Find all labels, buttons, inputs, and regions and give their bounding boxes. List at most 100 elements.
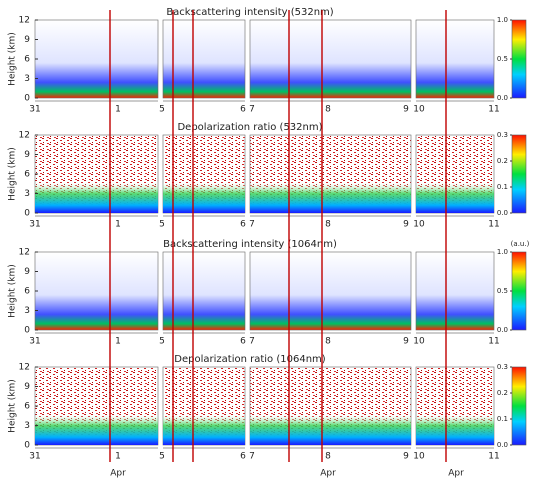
y-tick-label: 9 bbox=[24, 382, 30, 392]
y-tick-label: 0 bbox=[24, 326, 30, 336]
heatmap-lower-layer bbox=[250, 135, 411, 213]
y-tick-label: 12 bbox=[19, 363, 30, 373]
heatmap-panel bbox=[34, 251, 159, 331]
colorbar-tick-label: 0.1 bbox=[497, 183, 508, 191]
x-tick-label: 9 bbox=[403, 337, 409, 347]
x-tick-label: 31 bbox=[29, 220, 40, 230]
colorbar bbox=[511, 251, 527, 331]
heatmap-lower-layer bbox=[416, 367, 494, 445]
heatmap-lower-layer bbox=[416, 135, 494, 213]
x-tick-label: 7 bbox=[249, 220, 255, 230]
y-tick-label: 3 bbox=[24, 421, 30, 431]
y-tick-label: 12 bbox=[19, 16, 30, 26]
y-tick-label: 9 bbox=[24, 267, 30, 277]
y-axis-label: Height (km) bbox=[8, 264, 18, 318]
heatmap-panel bbox=[34, 19, 159, 99]
x-tick-label: 11 bbox=[488, 337, 499, 347]
y-tick-label: 6 bbox=[24, 55, 30, 65]
heatmap-panel bbox=[162, 19, 246, 99]
y-axis-label: Height (km) bbox=[8, 147, 18, 201]
colorbar-tick-label: 0.0 bbox=[497, 94, 508, 102]
colorbar-tick-label: 0.0 bbox=[497, 209, 508, 217]
x-tick-label: 10 bbox=[413, 220, 425, 230]
y-axis-label: Height (km) bbox=[8, 379, 18, 433]
x-tick-label: 1 bbox=[115, 220, 121, 230]
colorbar-tick-label: 1.0 bbox=[497, 248, 508, 256]
heatmap-panel bbox=[249, 251, 412, 331]
x-tick-label: 6 bbox=[240, 452, 246, 462]
x-tick-label: 5 bbox=[159, 452, 165, 462]
heatmap-lower-layer bbox=[163, 367, 245, 445]
colorbar-tick-label: 0.0 bbox=[497, 326, 508, 334]
month-label: Apr bbox=[110, 469, 126, 479]
x-tick-label: 11 bbox=[488, 452, 499, 462]
y-tick-label: 3 bbox=[24, 306, 30, 316]
month-label: Apr bbox=[448, 469, 464, 479]
heatmap-lower-layer bbox=[250, 367, 411, 445]
x-tick-label: 11 bbox=[488, 220, 499, 230]
x-tick-label: 10 bbox=[413, 452, 425, 462]
heatmap-panel bbox=[249, 19, 412, 99]
colorbar-tick-label: 0.3 bbox=[497, 363, 508, 371]
x-tick-label: 9 bbox=[403, 220, 409, 230]
x-tick-label: 10 bbox=[413, 105, 425, 115]
colorbar-tick-label: 1.0 bbox=[497, 16, 508, 24]
colorbar-tick-label: 0.2 bbox=[497, 389, 508, 397]
y-tick-label: 0 bbox=[24, 441, 30, 451]
y-tick-label: 6 bbox=[24, 402, 30, 412]
colorbar-tick-label: 0.5 bbox=[497, 55, 508, 63]
x-tick-label: 5 bbox=[159, 105, 165, 115]
heatmap-panel bbox=[415, 251, 495, 331]
x-tick-label: 8 bbox=[325, 220, 331, 230]
x-tick-label: 9 bbox=[403, 452, 409, 462]
x-tick-label: 7 bbox=[249, 337, 255, 347]
heatmap-panel bbox=[162, 251, 246, 331]
colorbar-tick-label: 0.2 bbox=[497, 157, 508, 165]
heatmap-lower-layer bbox=[163, 135, 245, 213]
y-tick-label: 0 bbox=[24, 209, 30, 219]
colorbar bbox=[511, 19, 527, 99]
colorbar-tick-label: 0.1 bbox=[497, 415, 508, 423]
x-tick-label: 6 bbox=[240, 220, 246, 230]
x-tick-label: 31 bbox=[29, 452, 40, 462]
x-tick-label: 10 bbox=[413, 337, 425, 347]
x-tick-label: 1 bbox=[115, 452, 121, 462]
colorbar-tick-label: 0.5 bbox=[497, 287, 508, 295]
y-tick-label: 6 bbox=[24, 287, 30, 297]
panel-title: Backscattering intensity (1064nm) bbox=[163, 239, 337, 250]
panel-title: Backscattering intensity (532nm) bbox=[166, 7, 333, 18]
heatmap-lower-layer bbox=[35, 135, 158, 213]
y-tick-label: 3 bbox=[24, 74, 30, 84]
x-tick-label: 8 bbox=[325, 105, 331, 115]
y-tick-label: 12 bbox=[19, 131, 30, 141]
x-tick-label: 7 bbox=[249, 105, 255, 115]
y-tick-label: 3 bbox=[24, 189, 30, 199]
x-tick-label: 31 bbox=[29, 337, 40, 347]
colorbar-tick-label: 0.0 bbox=[497, 441, 508, 449]
x-tick-label: 6 bbox=[240, 105, 246, 115]
panel-title: Depolarization ratio (532nm) bbox=[177, 122, 322, 133]
x-tick-label: 6 bbox=[240, 337, 246, 347]
y-axis-label: Height (km) bbox=[8, 32, 18, 86]
colorbar bbox=[511, 134, 527, 214]
x-tick-label: 8 bbox=[325, 452, 331, 462]
y-tick-label: 0 bbox=[24, 94, 30, 104]
x-tick-label: 9 bbox=[403, 105, 409, 115]
panel-title: Depolarization ratio (1064nm) bbox=[174, 354, 325, 365]
x-tick-label: 5 bbox=[159, 337, 165, 347]
x-tick-label: 1 bbox=[115, 337, 121, 347]
colorbar bbox=[511, 366, 527, 446]
x-tick-label: 11 bbox=[488, 105, 499, 115]
x-tick-label: 31 bbox=[29, 105, 40, 115]
y-tick-label: 9 bbox=[24, 35, 30, 45]
x-tick-label: 8 bbox=[325, 337, 331, 347]
x-tick-label: 5 bbox=[159, 220, 165, 230]
month-label: Apr bbox=[320, 469, 336, 479]
x-tick-label: 7 bbox=[249, 452, 255, 462]
y-tick-label: 12 bbox=[19, 248, 30, 258]
heatmap-lower-layer bbox=[35, 367, 158, 445]
x-tick-label: 1 bbox=[115, 105, 121, 115]
y-tick-label: 6 bbox=[24, 170, 30, 180]
colorbar-tick-label: 0.3 bbox=[497, 131, 508, 139]
